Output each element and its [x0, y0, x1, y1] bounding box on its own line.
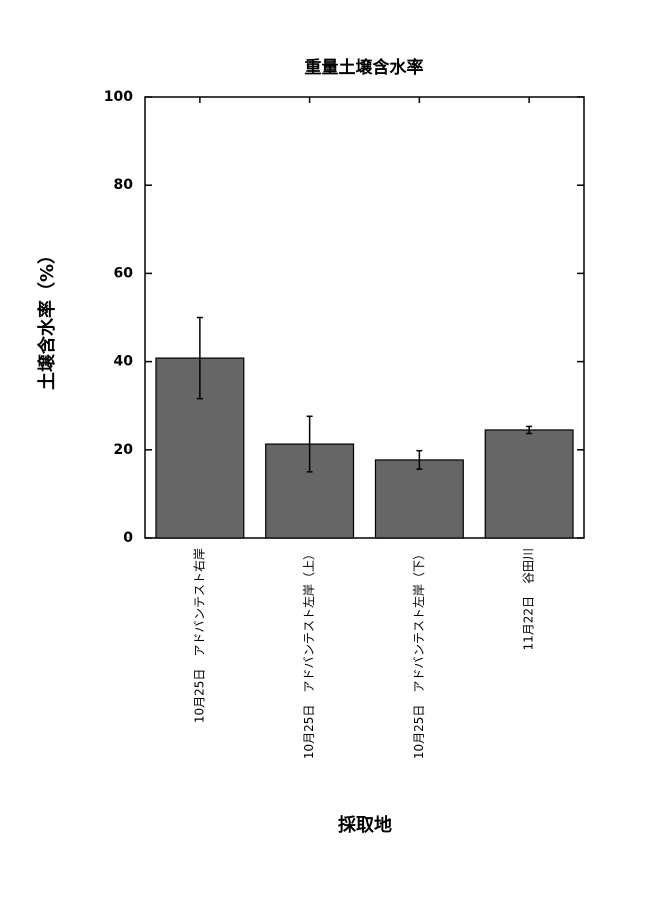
chart-title: 重量土壌含水率 [305, 57, 424, 78]
x-axis-label: 採取地 [338, 814, 392, 836]
y-tick-label: 80 [114, 177, 134, 193]
y-tick-label: 100 [104, 89, 133, 105]
y-axis-label: 土壌含水率（%） [36, 246, 58, 390]
error-bar [196, 316, 203, 400]
y-tick-label: 60 [114, 265, 134, 281]
x-tick-label: 10月25日 アドバンテスト左岸（上） [301, 548, 316, 759]
bar [484, 429, 574, 539]
bar [374, 459, 464, 539]
y-tick-label: 0 [123, 530, 133, 546]
bar [265, 443, 355, 539]
x-tick-label: 10月25日 アドバンテスト右岸 [191, 548, 206, 723]
y-tick-label: 40 [114, 354, 134, 370]
x-tick-label: 10月25日 アドバンテスト左岸（下） [411, 548, 426, 759]
error-bar [526, 425, 533, 435]
plot-frame [144, 96, 585, 539]
y-tick-label: 20 [114, 442, 134, 458]
error-bar [306, 415, 313, 473]
x-tick-label: 11月22日 谷田川 [522, 548, 536, 651]
error-bar [416, 449, 423, 470]
